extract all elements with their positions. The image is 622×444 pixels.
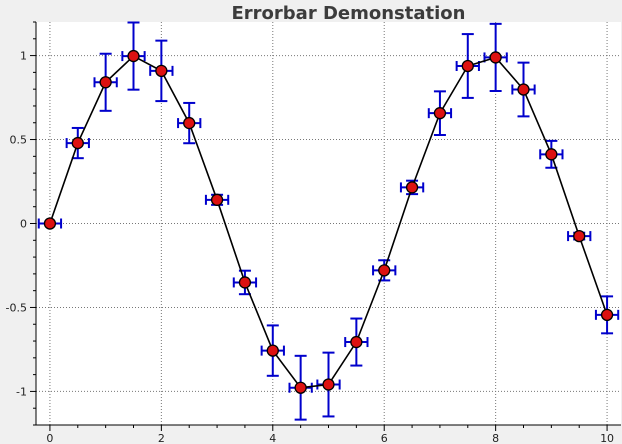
data-point-marker (43, 217, 57, 230)
x-tick-label: 6 (381, 432, 388, 444)
data-point-marker (600, 308, 614, 321)
data-point-marker (433, 107, 447, 120)
x-tick-label: 2 (158, 432, 165, 444)
x-tick-label: 10 (600, 432, 614, 444)
data-point-marker (573, 229, 586, 243)
y-tick-label: 0.5 (10, 134, 28, 147)
data-point-marker (210, 193, 224, 206)
data-point-marker (461, 59, 474, 73)
x-tick-label: 0 (46, 432, 53, 444)
data-point-marker (71, 136, 84, 150)
data-point-marker (489, 51, 502, 64)
data-point-marker (99, 76, 112, 89)
data-point-marker (322, 378, 335, 391)
data-point-marker (378, 264, 391, 277)
chart-title: Errorbar Demonstation (232, 3, 466, 24)
data-point-marker (238, 276, 252, 289)
data-point-marker (127, 49, 140, 63)
y-tick-label: -1 (16, 385, 27, 398)
data-point-marker (183, 116, 196, 130)
axes: 0 2 4 6 8 10 1 0.5 0 -0.5 -1 (6, 21, 621, 444)
data-point-marker (545, 148, 558, 161)
x-axis-ticks: 0 2 4 6 8 10 (46, 425, 614, 444)
data-point-marker (155, 64, 168, 78)
y-axis-ticks: 1 0.5 0 -0.5 -1 (6, 21, 36, 426)
y-tick-label: -0.5 (6, 301, 27, 314)
data-point-marker (517, 83, 530, 96)
data-point-marker (405, 181, 419, 194)
y-tick-label: 0 (20, 218, 27, 231)
markers (43, 49, 614, 394)
y-tick-label: 1 (20, 50, 27, 63)
data-point-marker (350, 335, 363, 349)
data-point-marker (294, 381, 307, 394)
x-tick-label: 4 (269, 432, 276, 444)
data-point-marker (266, 344, 279, 357)
x-tick-label: 8 (492, 432, 499, 444)
